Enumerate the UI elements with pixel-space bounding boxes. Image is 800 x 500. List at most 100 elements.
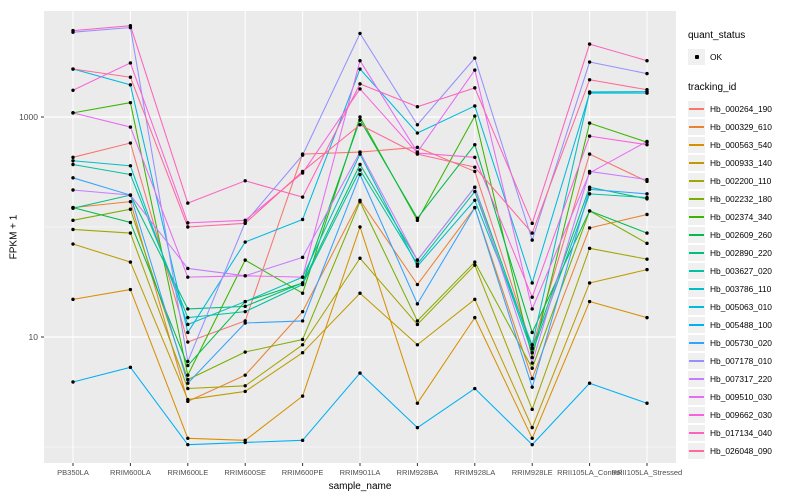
data-point xyxy=(415,258,420,262)
data-point xyxy=(128,207,133,211)
data-point xyxy=(300,255,305,260)
data-point xyxy=(71,227,75,232)
data-point xyxy=(358,115,362,119)
legend-item-label: Hb_000329_610 xyxy=(710,122,772,132)
legend-item-label: Hb_000933_140 xyxy=(710,158,772,168)
legend-key-box xyxy=(688,173,705,189)
legend-item-Hb_002609_260: Hb_002609_260 xyxy=(688,226,800,244)
legend-key-box xyxy=(688,119,705,135)
data-point xyxy=(473,198,477,202)
data-point xyxy=(243,440,247,445)
legend-line-icon xyxy=(689,180,704,182)
y-tick-label: 10 xyxy=(29,332,39,342)
legend-line-icon xyxy=(689,378,704,380)
data-point xyxy=(587,209,592,213)
legend-item-label: Hb_002890_220 xyxy=(710,248,772,258)
legend-key-box xyxy=(688,263,705,279)
legend-line-icon xyxy=(689,450,704,452)
data-point xyxy=(243,350,247,354)
legend-item-label: Hb_005063_010 xyxy=(710,302,772,312)
data-point xyxy=(71,162,75,167)
legend-line-icon xyxy=(689,288,704,290)
legend-key-box xyxy=(688,335,705,351)
x-tick-label: RRIM600LE xyxy=(167,468,208,477)
data-point xyxy=(473,114,477,118)
legend-item-Hb_007178_010: Hb_007178_010 xyxy=(688,352,800,370)
data-point xyxy=(300,169,305,174)
data-point xyxy=(415,401,420,405)
data-point xyxy=(587,91,592,95)
data-point xyxy=(128,125,133,129)
data-point xyxy=(186,266,190,271)
legend-key-box xyxy=(688,137,705,153)
data-point xyxy=(530,231,534,235)
legend-item-Hb_005488_100: Hb_005488_100 xyxy=(688,316,800,334)
legend-item-label: Hb_002374_340 xyxy=(710,212,772,222)
data-point xyxy=(415,322,420,327)
data-point xyxy=(358,199,362,204)
data-point xyxy=(530,347,534,351)
data-point xyxy=(300,394,305,398)
data-point xyxy=(71,88,75,92)
data-point xyxy=(358,82,362,86)
legend-item-Hb_009662_030: Hb_009662_030 xyxy=(688,406,800,424)
legend-line-icon xyxy=(689,342,704,344)
data-point xyxy=(71,242,75,246)
data-point xyxy=(358,256,362,260)
data-point xyxy=(128,172,133,177)
y-tick-label: 1000 xyxy=(19,112,38,122)
data-point xyxy=(300,319,305,323)
data-point xyxy=(530,350,534,355)
data-point xyxy=(128,220,133,225)
data-point xyxy=(587,171,592,175)
data-point xyxy=(243,258,247,262)
data-point xyxy=(473,260,477,264)
legend-key-box xyxy=(688,353,705,369)
data-point xyxy=(71,67,75,71)
legend-line-icon xyxy=(689,234,704,236)
legend-item-Hb_002200_110: Hb_002200_110 xyxy=(688,172,800,190)
legend-line-icon xyxy=(689,270,704,272)
legend-item-Hb_000563_540: Hb_000563_540 xyxy=(688,136,800,154)
data-point xyxy=(358,150,362,154)
data-point xyxy=(186,275,190,279)
data-point xyxy=(243,309,247,314)
data-point xyxy=(645,257,649,261)
data-point xyxy=(415,216,420,220)
data-point xyxy=(415,131,420,135)
data-point xyxy=(645,58,649,63)
data-point xyxy=(358,58,362,63)
legend-key-box xyxy=(688,227,705,243)
data-point xyxy=(186,436,190,440)
data-point xyxy=(587,42,592,46)
data-point xyxy=(243,274,247,278)
legend-item-label: Hb_007178_010 xyxy=(710,356,772,366)
data-point xyxy=(530,221,534,226)
data-point xyxy=(645,231,649,235)
data-point xyxy=(358,87,362,91)
data-point xyxy=(645,177,649,182)
data-point xyxy=(186,381,190,385)
data-point xyxy=(243,179,247,183)
data-point xyxy=(300,291,305,295)
data-point xyxy=(300,282,305,287)
data-point xyxy=(587,152,592,156)
data-point xyxy=(415,264,420,268)
legend-item-Hb_003627_020: Hb_003627_020 xyxy=(688,262,800,280)
legend-tracking-id-items: Hb_000264_190 Hb_000329_610 Hb_000563_540 H… xyxy=(688,100,800,460)
data-point xyxy=(186,201,190,205)
data-point xyxy=(587,60,592,64)
legend-line-icon xyxy=(689,144,704,146)
data-point xyxy=(645,192,649,196)
data-point xyxy=(186,315,190,320)
data-point xyxy=(128,231,133,235)
legend-item-label: Hb_005730_020 xyxy=(710,338,772,348)
data-point xyxy=(186,221,190,225)
data-point xyxy=(415,282,420,287)
legend-key-box xyxy=(688,155,705,171)
data-point xyxy=(645,212,649,217)
data-point xyxy=(128,260,133,264)
legend-key-box xyxy=(688,371,705,387)
data-point xyxy=(645,91,649,95)
